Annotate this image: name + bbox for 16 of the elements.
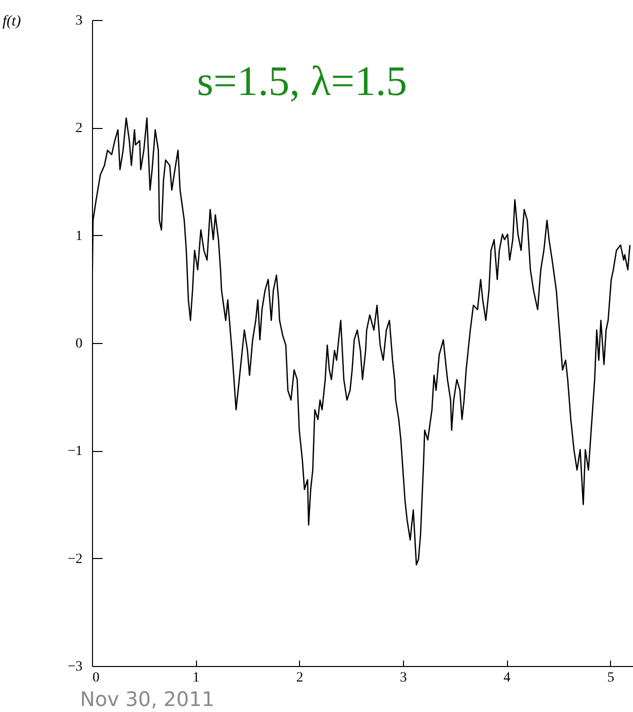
y-axis-title: f(t) — [2, 14, 21, 30]
y-tick-label: 2 — [76, 121, 82, 136]
y-tick-label: −2 — [68, 552, 82, 567]
x-tick-label: 1 — [192, 670, 200, 686]
y-tick-label: −3 — [68, 660, 82, 674]
x-tick-label: 2 — [296, 670, 304, 686]
text: Nov 30, 2011 — [80, 687, 214, 711]
y-tick-label: −1 — [68, 444, 82, 460]
x-tick-label: 0 — [92, 670, 100, 686]
x-tick-label: 3 — [400, 670, 407, 686]
text: s=1.5, λ=1.5 — [197, 59, 408, 105]
x-tick-label: 5 — [607, 670, 614, 686]
x-tick-label: 4 — [504, 670, 511, 686]
y-tick-label: 0 — [76, 336, 82, 352]
y-tick-label: 3 — [76, 14, 82, 28]
y-tick-label: 1 — [76, 228, 82, 244]
